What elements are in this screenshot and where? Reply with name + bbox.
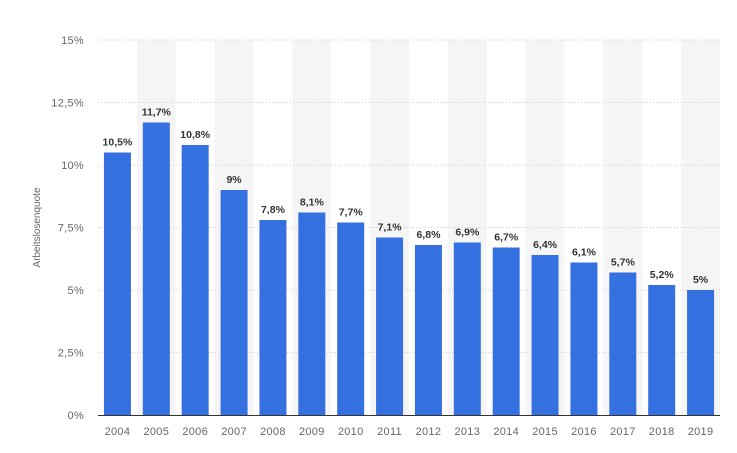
x-tick-label: 2018 <box>649 426 675 438</box>
y-axis-ticks: 0% 2,5% 5% 7,5% 10% 12,5% 15% <box>51 35 85 422</box>
bar <box>259 220 287 415</box>
data-label: 7,8% <box>261 204 286 216</box>
x-tick-label: 2012 <box>416 426 442 438</box>
bar <box>220 190 248 415</box>
bar <box>103 152 131 415</box>
x-tick-label: 2014 <box>493 426 519 438</box>
data-label: 10,5% <box>103 137 133 149</box>
x-tick-label: 2004 <box>105 426 131 438</box>
data-label: 9% <box>226 174 242 186</box>
data-label: 7,1% <box>378 222 403 234</box>
data-label: 10,8% <box>180 129 210 141</box>
x-tick-label: 2010 <box>338 426 364 438</box>
x-tick-label: 2017 <box>610 426 636 438</box>
data-label: 5,7% <box>611 257 636 269</box>
bar <box>492 247 520 415</box>
x-tick-label: 2009 <box>299 426 325 438</box>
bar <box>609 272 637 415</box>
x-tick-label: 2007 <box>221 426 247 438</box>
data-label: 6,1% <box>572 247 597 259</box>
data-label: 6,4% <box>533 239 558 251</box>
bar <box>648 285 676 415</box>
x-tick-label: 2019 <box>688 426 714 438</box>
bar <box>376 237 404 415</box>
data-labels: 10,5% 11,7% 10,8% 9% 7,8% 8,1% 7,7% 7,1% 6,8% 6,9… <box>103 107 709 287</box>
x-tick-label: 2016 <box>571 426 597 438</box>
data-label: 8,1% <box>300 197 325 209</box>
y-tick-label: 2,5% <box>58 348 84 360</box>
data-label: 7,7% <box>339 207 364 219</box>
data-label: 5,2% <box>650 269 675 281</box>
data-label: 5% <box>693 274 709 286</box>
bar <box>687 290 715 415</box>
x-tick-label: 2005 <box>143 426 169 438</box>
bar <box>531 255 559 415</box>
bar <box>181 145 209 415</box>
data-label: 6,9% <box>455 227 480 239</box>
y-tick-label: 12,5% <box>51 98 84 110</box>
bars <box>103 122 715 415</box>
y-tick-label: 15% <box>61 35 84 47</box>
bar <box>298 212 326 415</box>
x-tick-label: 2008 <box>260 426 286 438</box>
data-label: 6,7% <box>494 232 519 244</box>
y-tick-label: 10% <box>61 160 84 172</box>
x-tick-label: 2006 <box>182 426 208 438</box>
y-tick-label: 5% <box>68 285 85 297</box>
y-tick-label: 7,5% <box>58 223 84 235</box>
bar <box>414 245 442 415</box>
y-axis-title: Arbeitslosenquote <box>32 187 43 267</box>
bar <box>570 262 598 415</box>
bar <box>142 122 170 415</box>
data-label: 11,7% <box>142 107 172 119</box>
x-tick-label: 2013 <box>454 426 480 438</box>
y-tick-label: 0% <box>68 410 85 422</box>
bar <box>453 242 481 415</box>
x-axis-ticks: 2004 2005 2006 2007 2008 2009 2010 2011 2012 2013… <box>105 426 714 438</box>
x-tick-label: 2015 <box>532 426 558 438</box>
x-tick-label: 2011 <box>377 426 402 438</box>
data-label: 6,8% <box>416 229 441 241</box>
bar <box>337 222 365 415</box>
